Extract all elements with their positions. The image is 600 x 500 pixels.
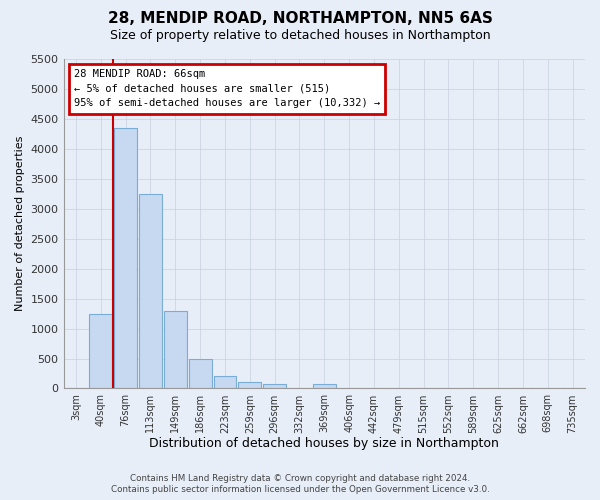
Bar [214, 376, 236, 388]
Bar [238, 382, 261, 388]
Text: Contains HM Land Registry data © Crown copyright and database right 2024.
Contai: Contains HM Land Registry data © Crown c… [110, 474, 490, 494]
Bar [89, 314, 112, 388]
Bar [313, 384, 335, 388]
Text: 28 MENDIP ROAD: 66sqm
← 5% of detached houses are smaller (515)
95% of semi-deta: 28 MENDIP ROAD: 66sqm ← 5% of detached h… [74, 69, 380, 108]
Bar [139, 194, 162, 388]
Bar [164, 310, 187, 388]
Bar [114, 128, 137, 388]
Text: 28, MENDIP ROAD, NORTHAMPTON, NN5 6AS: 28, MENDIP ROAD, NORTHAMPTON, NN5 6AS [107, 11, 493, 26]
X-axis label: Distribution of detached houses by size in Northampton: Distribution of detached houses by size … [149, 437, 499, 450]
Text: Size of property relative to detached houses in Northampton: Size of property relative to detached ho… [110, 29, 490, 42]
Bar [263, 384, 286, 388]
Y-axis label: Number of detached properties: Number of detached properties [15, 136, 25, 312]
Bar [188, 358, 212, 388]
